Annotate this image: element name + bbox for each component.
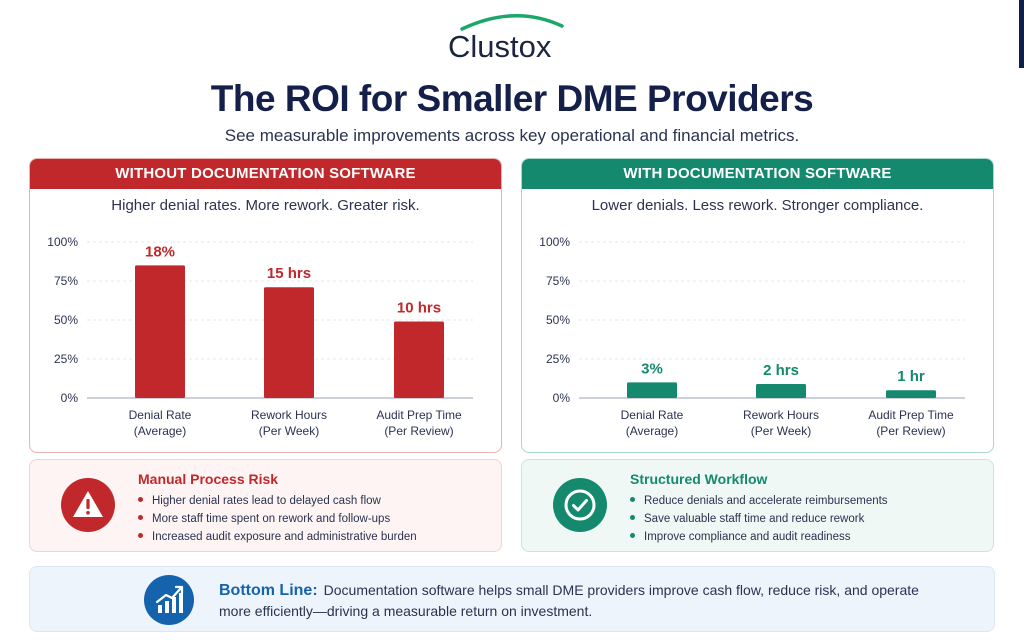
y-tick-label: 50% [54, 313, 78, 327]
bar-value-label: 2 hrs [763, 362, 799, 379]
y-tick-label: 100% [539, 235, 570, 249]
bullet-icon [630, 497, 635, 503]
without-bar-chart: 100% 75% 50% 25% 0% 18% Denial Rate (Average) 15… [47, 235, 473, 438]
x-category-label: (Per Week) [259, 424, 319, 438]
list-item-text: More staff time spent on rework and foll… [152, 513, 391, 525]
structured-workflow-card: Structured Workflow Reduce denials and a… [521, 459, 994, 552]
list-item-text: Higher denial rates lead to delayed cash… [152, 495, 381, 507]
without-panel-tagline: Higher denial rates. More rework. Greate… [111, 197, 420, 214]
list-item-text: Improve compliance and audit readiness [644, 531, 851, 543]
x-category-label: Rework Hours [251, 408, 327, 422]
warning-icon [61, 478, 115, 532]
with-panel-header: WITH DOCUMENTATION SOFTWARE [522, 159, 993, 189]
bullet-icon [630, 515, 635, 521]
bar [756, 383, 806, 398]
list-item: Increased audit exposure and administrat… [138, 528, 417, 546]
x-category-label: (Per Review) [876, 424, 945, 438]
bar [394, 321, 444, 398]
bullet-icon [630, 533, 635, 539]
x-category-label: Denial Rate [621, 408, 684, 422]
bottom-line-label: Bottom Line: [219, 582, 318, 599]
bar-value-label: 10 hrs [397, 300, 441, 317]
page-title: The ROI for Smaller DME Providers [210, 78, 814, 119]
growth-chart-icon [144, 575, 194, 625]
bar-value-label: 15 hrs [267, 265, 311, 282]
y-tick-label: 50% [546, 313, 570, 327]
bar-value-label: 18% [145, 243, 175, 260]
workflow-card-title: Structured Workflow [630, 471, 768, 487]
y-tick-label: 25% [54, 352, 78, 366]
x-category-label: (Per Week) [751, 424, 811, 438]
edge-accent-bar [1019, 0, 1024, 68]
bar [135, 265, 185, 398]
y-tick-label: 100% [47, 235, 78, 249]
with-bar-chart: 100% 75% 50% 25% 0% 3% Denial Rate (Average) 2 h… [539, 235, 965, 438]
check-circle-icon [553, 478, 607, 532]
list-item: Higher denial rates lead to delayed cash… [138, 492, 417, 510]
bullet-icon [138, 515, 143, 521]
list-item-text: Save valuable staff time and reduce rewo… [644, 513, 865, 525]
x-category-label: Audit Prep Time [868, 408, 954, 422]
list-item: More staff time spent on rework and foll… [138, 510, 417, 528]
with-panel-tagline: Lower denials. Less rework. Stronger com… [591, 197, 924, 214]
risk-list: Higher denial rates lead to delayed cash… [138, 492, 417, 546]
bullet-icon [138, 533, 143, 539]
with-software-panel: WITH DOCUMENTATION SOFTWARE Lower denial… [521, 158, 994, 453]
y-tick-label: 75% [546, 274, 570, 288]
x-category-label: Denial Rate [129, 408, 192, 422]
without-software-panel: WITHOUT DOCUMENTATION SOFTWARE Higher de… [29, 158, 502, 453]
x-category-label: (Average) [134, 424, 186, 438]
list-item: Save valuable staff time and reduce rewo… [630, 510, 888, 528]
list-item-text: Reduce denials and accelerate reimbursem… [644, 495, 888, 507]
risk-card-title: Manual Process Risk [138, 471, 279, 487]
x-category-label: Rework Hours [743, 408, 819, 422]
bottom-line-banner: Bottom Line: Documentation software helps… [29, 566, 995, 632]
bar [886, 390, 936, 398]
manual-risk-card: Manual Process Risk Higher denial rates … [29, 459, 502, 552]
y-tick-label: 0% [61, 391, 79, 405]
bar-value-label: 3% [641, 360, 663, 377]
x-category-label: (Per Review) [384, 424, 453, 438]
without-panel-header: WITHOUT DOCUMENTATION SOFTWARE [30, 159, 501, 189]
logo-text: Clustox [448, 29, 552, 64]
bottom-line-body: Documentation software helps small DME p… [219, 582, 919, 619]
y-tick-label: 75% [54, 274, 78, 288]
x-category-label: Audit Prep Time [376, 408, 462, 422]
workflow-list: Reduce denials and accelerate reimbursem… [630, 492, 888, 546]
bottom-line-text: Bottom Line: Documentation software helps… [219, 580, 919, 622]
y-tick-label: 25% [546, 352, 570, 366]
page-subtitle: See measurable improvements across key o… [224, 126, 800, 145]
list-item: Reduce denials and accelerate reimbursem… [630, 492, 888, 510]
bar-value-label: 1 hr [897, 368, 925, 385]
list-item: Improve compliance and audit readiness [630, 528, 888, 546]
y-tick-label: 0% [553, 391, 571, 405]
bullet-icon [138, 497, 143, 503]
bar [264, 287, 314, 398]
bar [627, 382, 677, 398]
clustox-logo: Clustox [440, 10, 590, 68]
list-item-text: Increased audit exposure and administrat… [152, 531, 417, 543]
x-category-label: (Average) [626, 424, 678, 438]
